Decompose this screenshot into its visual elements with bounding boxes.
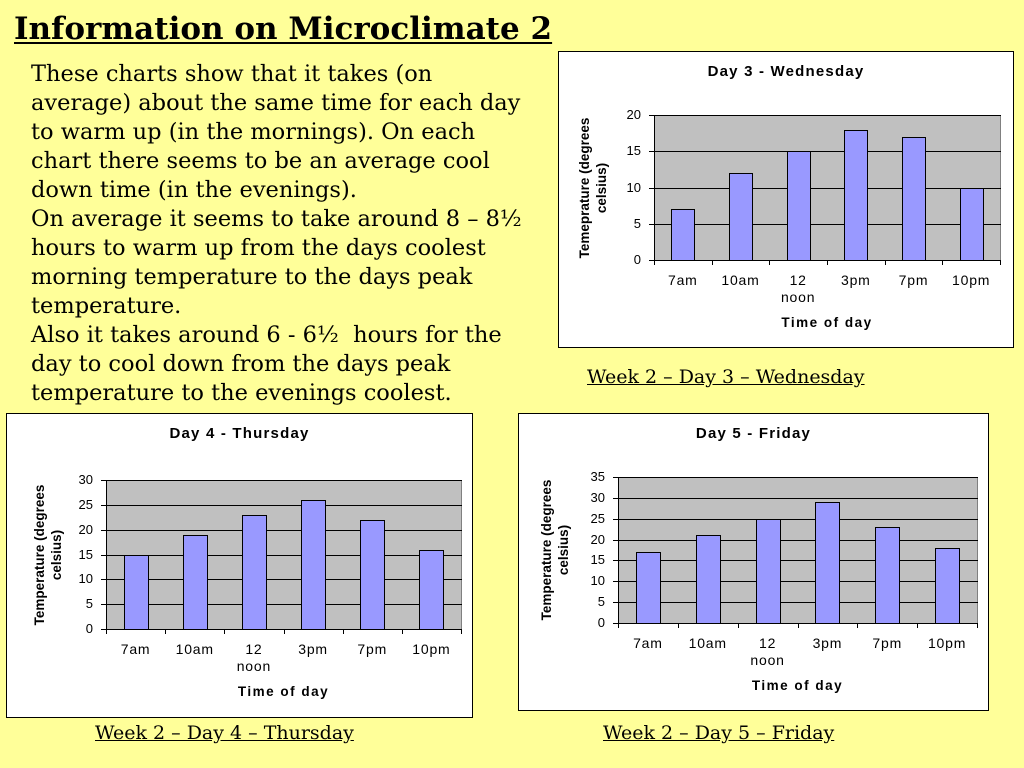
chart-title: Day 5 - Friday bbox=[695, 425, 812, 442]
x-axis-title: Time of day bbox=[751, 678, 844, 693]
chart-title: Day 4 - Thursday bbox=[169, 425, 310, 442]
bar-10pm bbox=[419, 550, 444, 630]
bar-10pm bbox=[935, 548, 960, 624]
body-text-line: to warm up (in the mornings). On each bbox=[31, 119, 476, 145]
y-tick-label: 0 bbox=[597, 615, 605, 630]
bar-3pm bbox=[815, 502, 840, 624]
bar-10am bbox=[183, 535, 208, 630]
chart-canvas bbox=[101, 480, 462, 634]
chart-title: Day 3 - Wednesday bbox=[707, 63, 865, 80]
x-axis-title: Time of day bbox=[237, 684, 330, 699]
y-axis-title: Temperature (degrees celsius) bbox=[32, 484, 64, 625]
x-tick-label: 7pm bbox=[872, 635, 903, 651]
x-tick-label: 7pm bbox=[357, 641, 388, 657]
y-tick-label: 10 bbox=[78, 571, 93, 586]
y-tick-label: 5 bbox=[85, 596, 93, 611]
y-tick-label: 15 bbox=[590, 552, 605, 567]
x-tick-label: 7pm bbox=[898, 272, 929, 288]
bar-7pm bbox=[902, 137, 926, 261]
x-tick-label: 12 noon bbox=[750, 635, 785, 668]
body-text-line: down time (in the evenings). bbox=[31, 177, 357, 203]
bar-12-noon bbox=[242, 515, 267, 630]
x-tick-label: 3pm bbox=[841, 272, 871, 288]
bar-3pm bbox=[844, 130, 868, 261]
chart-canvas bbox=[649, 115, 1001, 265]
x-tick-label: 7am bbox=[668, 272, 698, 288]
bar-7pm bbox=[875, 527, 900, 624]
body-text-line: Also it takes around 6 - 6½ hours for th… bbox=[31, 322, 502, 348]
y-tick-label: 15 bbox=[626, 143, 641, 158]
bar-7am bbox=[636, 552, 661, 624]
bar-10pm bbox=[960, 188, 984, 261]
bar-10am bbox=[729, 173, 753, 261]
y-tick-label: 10 bbox=[590, 573, 605, 588]
y-tick-label: 20 bbox=[78, 522, 93, 537]
chart-day-5-friday: 0 5 10 15 20 25 30 35 7am 10am 12 noon 3pm 7pm 10pm Da… bbox=[518, 413, 989, 711]
bar-7pm bbox=[360, 520, 385, 630]
body-text-line: day to cool down from the days peak bbox=[31, 351, 451, 377]
y-tick-label: 35 bbox=[590, 469, 605, 484]
body-text-line: These charts show that it takes (on bbox=[31, 61, 433, 87]
caption-day-3: Week 2 – Day 3 – Wednesday bbox=[587, 366, 865, 388]
y-axis-title: Temperature (degrees celsius) bbox=[539, 479, 571, 621]
caption-day-5: Week 2 – Day 5 – Friday bbox=[603, 722, 835, 744]
y-tick-label: 30 bbox=[590, 490, 605, 505]
plot-area bbox=[618, 477, 978, 624]
body-text-line: average) about the same time for each da… bbox=[31, 90, 521, 116]
x-tick-label: 7am bbox=[633, 635, 663, 651]
y-tick-label: 10 bbox=[626, 180, 641, 195]
y-tick-label: 5 bbox=[597, 594, 605, 609]
body-text: These charts show that it takes (on aver… bbox=[31, 60, 551, 408]
y-axis-title: Temeprature (degrees celsius) bbox=[577, 117, 609, 258]
bar-7am bbox=[671, 209, 695, 261]
y-tick-label: 0 bbox=[85, 621, 93, 636]
y-tick-label: 25 bbox=[590, 511, 605, 526]
bar-12-noon bbox=[756, 519, 781, 624]
x-tick-label: 10pm bbox=[927, 635, 967, 651]
chart-day-3-wednesday: 0 5 10 15 20 7am 10am 12 noon 3pm 7pm 10pm Day 3 - … bbox=[558, 51, 1014, 348]
chart-canvas bbox=[613, 477, 978, 628]
x-tick-label: 10pm bbox=[952, 272, 991, 288]
y-tick-label: 15 bbox=[78, 547, 93, 562]
x-tick-label: 10pm bbox=[412, 641, 451, 657]
x-tick-label: 3pm bbox=[812, 635, 843, 651]
y-tick-label: 0 bbox=[633, 252, 641, 267]
x-tick-label: 10am bbox=[721, 272, 760, 288]
y-tick-label: 5 bbox=[633, 216, 641, 231]
caption-day-4: Week 2 – Day 4 – Thursday bbox=[95, 722, 354, 744]
x-tick-label: 12 noon bbox=[780, 272, 816, 305]
x-tick-label: 12 noon bbox=[236, 641, 272, 674]
chart-day-4-thursday: 0 5 10 15 20 25 30 7am 10am 12 noon 3pm 7pm 10pm Day … bbox=[6, 413, 473, 718]
body-text-line: temperature to the evenings coolest. bbox=[31, 380, 452, 406]
body-text-line: hours to warm up from the days coolest bbox=[31, 235, 486, 261]
body-text-line: morning temperature to the days peak bbox=[31, 264, 473, 290]
bar-12-noon bbox=[787, 151, 811, 261]
slide-title: Information on Microclimate 2 bbox=[14, 11, 553, 47]
x-tick-label: 10am bbox=[175, 641, 214, 657]
body-text-line: chart there seems to be an average cool bbox=[31, 148, 490, 174]
bar-7am bbox=[124, 555, 149, 630]
x-tick-label: 7am bbox=[120, 641, 151, 657]
bar-3pm bbox=[301, 500, 326, 630]
bar-10am bbox=[696, 535, 721, 624]
y-tick-label: 20 bbox=[590, 532, 605, 547]
y-tick-label: 20 bbox=[626, 107, 641, 122]
x-tick-label: 3pm bbox=[298, 641, 328, 657]
y-tick-label: 30 bbox=[78, 472, 93, 487]
x-axis-title: Time of day bbox=[781, 315, 873, 330]
y-tick-label: 25 bbox=[78, 497, 93, 512]
body-text-line: temperature. bbox=[31, 293, 182, 319]
x-tick-label: 10am bbox=[688, 635, 727, 651]
body-text-line: On average it seems to take around 8 – 8… bbox=[31, 206, 522, 232]
